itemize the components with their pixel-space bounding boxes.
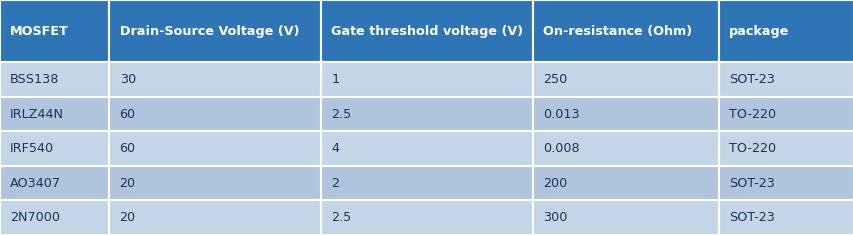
- Text: On-resistance (Ohm): On-resistance (Ohm): [543, 25, 692, 38]
- Bar: [321, 97, 532, 131]
- Bar: [718, 0, 853, 62]
- Bar: [532, 0, 718, 62]
- Bar: [532, 97, 718, 131]
- Text: 2N7000: 2N7000: [10, 211, 61, 224]
- Text: MOSFET: MOSFET: [10, 25, 69, 38]
- Text: 300: 300: [543, 211, 567, 224]
- Text: TO-220: TO-220: [728, 108, 775, 121]
- Bar: [109, 166, 321, 200]
- Bar: [321, 166, 532, 200]
- Bar: [321, 62, 532, 97]
- Bar: [321, 200, 532, 235]
- Text: 60: 60: [119, 142, 136, 155]
- Text: 60: 60: [119, 108, 136, 121]
- Bar: [718, 131, 853, 166]
- Bar: [0, 200, 109, 235]
- Text: Gate threshold voltage (V): Gate threshold voltage (V): [331, 25, 523, 38]
- Bar: [532, 200, 718, 235]
- Text: IRLZ44N: IRLZ44N: [10, 108, 64, 121]
- Bar: [718, 166, 853, 200]
- Bar: [532, 131, 718, 166]
- Bar: [0, 0, 109, 62]
- Bar: [0, 97, 109, 131]
- Text: 200: 200: [543, 177, 566, 190]
- Text: 20: 20: [119, 211, 136, 224]
- Bar: [321, 0, 532, 62]
- Text: 2.5: 2.5: [331, 211, 351, 224]
- Text: 20: 20: [119, 177, 136, 190]
- Text: 250: 250: [543, 73, 566, 86]
- Text: 2: 2: [331, 177, 339, 190]
- Text: 1: 1: [331, 73, 339, 86]
- Bar: [0, 62, 109, 97]
- Bar: [321, 131, 532, 166]
- Text: IRF540: IRF540: [10, 142, 55, 155]
- Bar: [532, 62, 718, 97]
- Text: 30: 30: [119, 73, 136, 86]
- Text: SOT-23: SOT-23: [728, 211, 775, 224]
- Bar: [109, 97, 321, 131]
- Bar: [718, 62, 853, 97]
- Text: AO3407: AO3407: [10, 177, 61, 190]
- Text: 2.5: 2.5: [331, 108, 351, 121]
- Bar: [718, 97, 853, 131]
- Text: SOT-23: SOT-23: [728, 177, 775, 190]
- Text: SOT-23: SOT-23: [728, 73, 775, 86]
- Bar: [109, 62, 321, 97]
- Text: 4: 4: [331, 142, 339, 155]
- Text: package: package: [728, 25, 789, 38]
- Bar: [0, 166, 109, 200]
- Bar: [109, 0, 321, 62]
- Bar: [0, 131, 109, 166]
- Text: 0.008: 0.008: [543, 142, 579, 155]
- Text: 0.013: 0.013: [543, 108, 579, 121]
- Bar: [109, 131, 321, 166]
- Bar: [718, 200, 853, 235]
- Text: BSS138: BSS138: [10, 73, 60, 86]
- Bar: [109, 200, 321, 235]
- Bar: [532, 166, 718, 200]
- Text: TO-220: TO-220: [728, 142, 775, 155]
- Text: Drain-Source Voltage (V): Drain-Source Voltage (V): [119, 25, 299, 38]
